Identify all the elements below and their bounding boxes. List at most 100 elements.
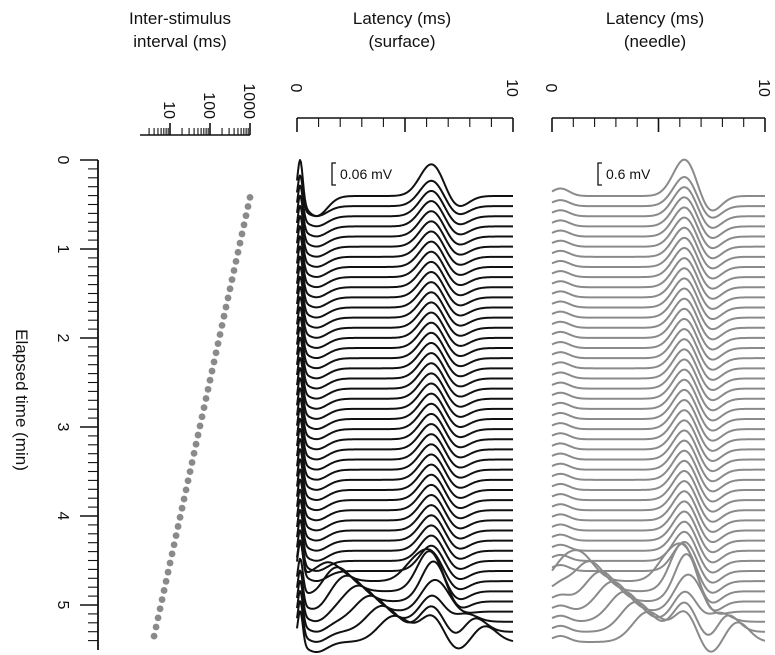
isi-point (160, 587, 168, 594)
trace-line (551, 216, 766, 260)
trace-line (296, 417, 514, 461)
isi-point (182, 486, 190, 494)
time-tick-label: 0 (54, 156, 71, 165)
trace-line (296, 488, 514, 532)
latency-tick-label: 0 (287, 84, 304, 93)
trace-line (551, 368, 766, 412)
needle-panel: Latency (ms) (needle) 0 10 0.6 mV (542, 9, 772, 653)
time-tick-label: 5 (54, 601, 71, 610)
trace-line (296, 285, 514, 329)
needle-scale-bar: 0.6 mV (597, 162, 651, 186)
trace-line (551, 297, 766, 341)
trace-line (296, 194, 514, 238)
trace-line (551, 226, 766, 270)
trace-line (551, 520, 766, 564)
trace-line (296, 174, 514, 218)
trace-line (551, 600, 766, 636)
isi-point (230, 267, 238, 274)
trace-line (551, 399, 766, 442)
needle-scale-bracket (597, 162, 602, 186)
isi-point (212, 349, 220, 357)
isi-point (188, 459, 196, 466)
isi-point (204, 385, 212, 393)
trace-line (296, 448, 514, 491)
isi-point (228, 276, 236, 284)
isi-point (226, 285, 234, 293)
trace-line (296, 215, 514, 258)
trace-line (551, 287, 766, 331)
trace-line (551, 348, 766, 391)
isi-point (222, 303, 230, 311)
trace-line (296, 316, 514, 360)
trace-line (296, 397, 514, 441)
isi-point (174, 523, 182, 530)
trace-line (296, 346, 514, 390)
isi-point (240, 221, 248, 229)
trace-line (551, 610, 766, 653)
needle-title-line-2: (needle) (624, 32, 686, 51)
time-tick-label: 2 (54, 334, 71, 343)
trace-line (296, 458, 514, 501)
trace-line (296, 519, 514, 562)
trace-line (551, 317, 766, 361)
isi-point (190, 449, 198, 457)
time-axis-ticks: 0 1 2 3 4 5 (54, 156, 99, 650)
isi-point (194, 431, 202, 439)
isi-points (150, 193, 254, 640)
isi-point (176, 513, 184, 521)
trace-line (296, 367, 514, 410)
isi-point (200, 404, 208, 412)
trace-line (296, 255, 514, 299)
trace-line (296, 265, 514, 309)
isi-panel: Inter-stimulus interval (ms) 10 100 1000 (129, 9, 257, 640)
trace-line (551, 236, 766, 280)
isi-point (158, 596, 166, 603)
trace-line (551, 307, 766, 351)
trace-line (551, 158, 766, 212)
trace-line (551, 470, 766, 513)
trace-line (551, 573, 766, 615)
surface-traces (296, 159, 514, 653)
trace-line (551, 196, 766, 239)
trace-line (551, 510, 766, 554)
isi-point (216, 331, 224, 338)
isi-point (172, 532, 180, 539)
trace-line (296, 204, 514, 248)
isi-point (154, 614, 162, 622)
trace-line (551, 378, 766, 422)
trace-line (551, 439, 766, 483)
trace-line (296, 159, 514, 217)
trace-line (551, 500, 766, 544)
trace-line (551, 257, 766, 300)
isi-point (218, 321, 226, 329)
latency-tick-label: 10 (503, 79, 520, 97)
surface-title-line-1: Latency (ms) (353, 9, 451, 28)
isi-point (178, 504, 186, 512)
isi-point (180, 495, 188, 503)
isi-point (156, 605, 164, 613)
isi-point (242, 212, 250, 220)
trace-line (296, 478, 514, 522)
trace-line (551, 186, 766, 229)
isi-tick-label: 10 (160, 101, 177, 119)
time-tick-label: 1 (54, 245, 71, 254)
trace-line (296, 550, 514, 601)
trace-line (296, 438, 514, 481)
trace-line (551, 409, 766, 452)
trace-line (296, 407, 514, 451)
isi-point (166, 559, 174, 567)
trace-line (551, 429, 766, 473)
trace-line (551, 542, 766, 604)
isi-log-axis: 10 100 1000 (140, 83, 257, 136)
trace-line (296, 427, 514, 471)
isi-point (246, 193, 254, 201)
trace-line (296, 387, 514, 430)
trace-line (296, 225, 514, 268)
trace-line (551, 540, 766, 584)
isi-point (186, 468, 194, 476)
trace-line (551, 388, 766, 432)
trace-line (551, 328, 766, 371)
isi-point (238, 230, 246, 238)
isi-point (192, 440, 200, 448)
isi-point (196, 422, 204, 430)
